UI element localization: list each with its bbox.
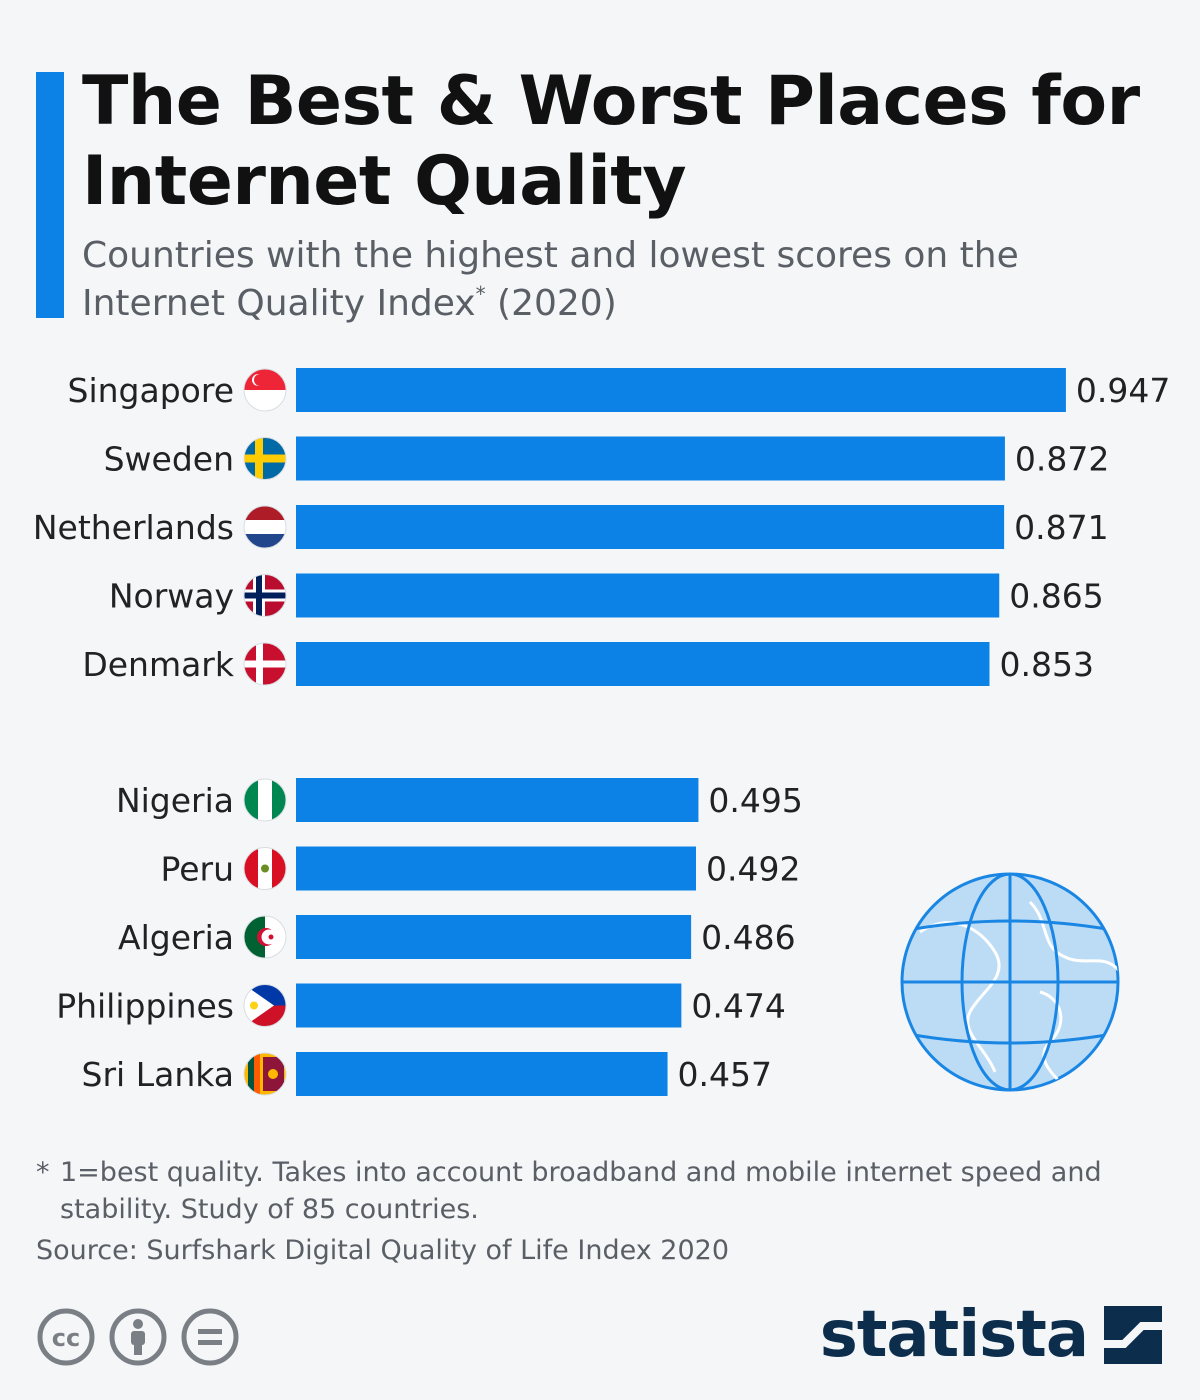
value-label: 0.495 xyxy=(708,781,802,820)
value-label: 0.947 xyxy=(1076,371,1170,410)
bar-row-netherlands: Netherlands 0.871 xyxy=(33,505,1109,549)
bar-row-singapore: Singapore 0.947 xyxy=(68,368,1170,412)
footnote: * 1=best quality. Takes into account bro… xyxy=(36,1154,1156,1228)
footnote-mark: * xyxy=(36,1157,50,1188)
algeria-flag-icon xyxy=(243,915,287,959)
philippines-flag-icon xyxy=(243,984,287,1027)
source-note: Source: Surfshark Digital Quality of Lif… xyxy=(36,1235,729,1266)
norway-flag-icon xyxy=(243,574,287,617)
bar-chart: Singapore 0.947 Sweden 0.872 Netherlands 0.87… xyxy=(33,368,1170,1096)
netherlands-flag-icon xyxy=(243,505,287,549)
category-label: Philippines xyxy=(56,987,234,1026)
statista-logo-icon xyxy=(1104,1306,1162,1364)
bar xyxy=(296,573,1000,618)
title-accent-bar xyxy=(36,72,64,318)
nigeria-flag-icon xyxy=(243,778,287,822)
svg-text:cc: cc xyxy=(52,1324,80,1352)
sri-lanka-flag-icon xyxy=(243,1052,287,1096)
bar xyxy=(296,983,682,1028)
bar xyxy=(296,505,1005,549)
bar xyxy=(296,368,1066,412)
category-label: Denmark xyxy=(82,645,235,684)
category-label: Sri Lanka xyxy=(82,1055,234,1094)
bar xyxy=(296,642,990,686)
peru-flag-icon xyxy=(243,847,287,890)
bar-row-sri-lanka: Sri Lanka 0.457 xyxy=(82,1052,772,1096)
bar-row-nigeria: Nigeria 0.495 xyxy=(116,778,803,822)
denmark-flag-icon xyxy=(243,642,287,686)
category-label: Algeria xyxy=(118,918,234,957)
cc-icon[interactable]: cc xyxy=(37,1308,95,1366)
singapore-flag-icon xyxy=(243,368,287,412)
bars-layer: Singapore 0.947 Sweden 0.872 Netherlands 0.87… xyxy=(33,368,1170,1096)
category-label: Singapore xyxy=(68,371,234,410)
value-label: 0.486 xyxy=(701,918,795,957)
sweden-flag-icon xyxy=(243,437,287,480)
bar-row-sweden: Sweden 0.872 xyxy=(104,436,1109,481)
bar xyxy=(296,846,696,891)
bar xyxy=(296,915,692,959)
value-label: 0.871 xyxy=(1014,508,1108,547)
category-label: Nigeria xyxy=(116,781,234,820)
value-label: 0.865 xyxy=(1009,577,1103,616)
value-label: 0.492 xyxy=(706,850,800,889)
value-label: 0.853 xyxy=(999,645,1093,684)
bar xyxy=(296,778,699,822)
bar-row-peru: Peru 0.492 xyxy=(160,846,800,891)
subtitle-footnote-mark: * xyxy=(475,282,486,306)
bar-row-algeria: Algeria 0.486 xyxy=(118,915,796,959)
bar-row-denmark: Denmark 0.853 xyxy=(82,642,1094,686)
bar xyxy=(296,436,1005,481)
bar-row-philippines: Philippines 0.474 xyxy=(56,983,786,1028)
page-title: The Best & Worst Places for Internet Qua… xyxy=(82,62,1140,221)
license-icons: cc xyxy=(36,1306,246,1366)
no-derivatives-icon[interactable] xyxy=(181,1308,239,1366)
category-label: Norway xyxy=(109,577,234,616)
bar-row-norway: Norway 0.865 xyxy=(109,573,1104,618)
footnote-text: 1=best quality. Takes into account broad… xyxy=(60,1157,1102,1225)
value-label: 0.457 xyxy=(678,1055,772,1094)
category-label: Peru xyxy=(160,850,234,889)
subtitle-year: (2020) xyxy=(497,283,617,324)
statista-brand[interactable]: statista xyxy=(820,1300,1164,1370)
page-subtitle: Countries with the highest and lowest sc… xyxy=(82,232,1162,328)
category-label: Netherlands xyxy=(33,508,234,547)
subtitle-text: Countries with the highest and lowest sc… xyxy=(82,235,1019,324)
value-label: 0.872 xyxy=(1015,440,1109,479)
attribution-icon[interactable] xyxy=(109,1308,167,1366)
brand-wordmark: statista xyxy=(819,1298,1089,1372)
category-label: Sweden xyxy=(104,440,234,479)
globe-icon xyxy=(900,872,1120,1092)
bar xyxy=(296,1052,668,1096)
value-label: 0.474 xyxy=(691,987,785,1026)
